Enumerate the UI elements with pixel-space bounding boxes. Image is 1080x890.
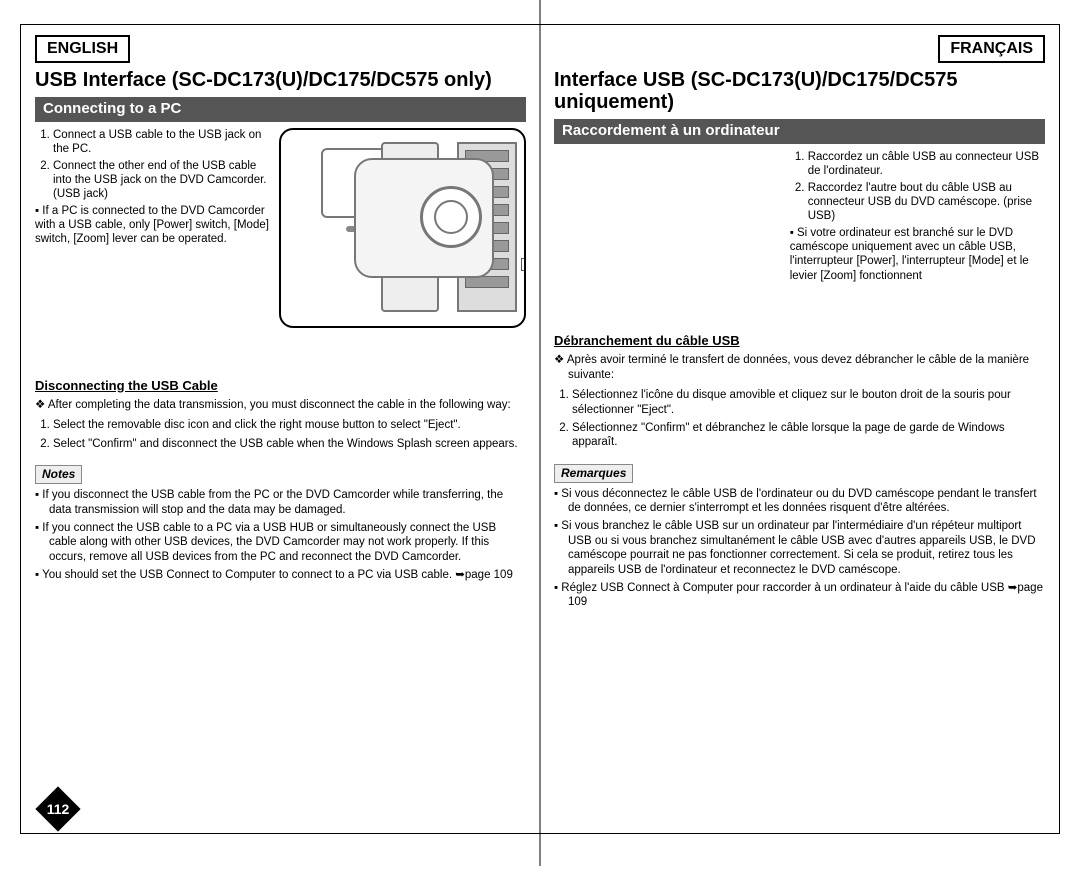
step-2-en: Connect the other end of the USB cable i… — [53, 159, 271, 202]
disc-step2-en: Select "Confirm" and disconnect the USB … — [53, 437, 526, 451]
page-number: 112 — [35, 801, 81, 819]
page-number-badge: 112 — [35, 793, 81, 825]
note3-fr: Réglez USB Connect à Computer pour racco… — [568, 581, 1045, 610]
step-2-fr: Raccordez l'autre bout du câble USB au c… — [808, 181, 1045, 224]
section-bar-fr: Raccordement à un ordinateur — [554, 119, 1045, 144]
note1-fr: Si vous déconnectez le câble USB de l'or… — [568, 487, 1045, 516]
step-1-en: Connect a USB cable to the USB jack on t… — [53, 128, 271, 157]
right-column: FRANÇAIS Interface USB (SC-DC173(U)/DC17… — [540, 25, 1059, 833]
disc-step1-fr: Sélectionnez l'icône du disque amovible … — [572, 388, 1045, 417]
connection-diagram: USB — [279, 128, 526, 328]
note1-en: If you disconnect the USB cable from the… — [49, 488, 526, 517]
usb-label: USB — [521, 258, 526, 271]
left-column: ENGLISH USB Interface (SC-DC173(U)/DC175… — [21, 25, 540, 833]
lang-badge-fr: FRANÇAIS — [938, 35, 1045, 63]
note2-en: If you connect the USB cable to a PC via… — [49, 521, 526, 564]
chapter-title-fr: Interface USB (SC-DC173(U)/DC175/DC575 u… — [554, 69, 1045, 113]
subhead-fr: Débranchement du câble USB — [554, 333, 1045, 349]
manual-page: ENGLISH USB Interface (SC-DC173(U)/DC175… — [20, 24, 1060, 834]
disc-step2-fr: Sélectionnez "Confirm" et débranchez le … — [572, 421, 1045, 450]
section-bar-en: Connecting to a PC — [35, 97, 526, 122]
steps-fr: Raccordez un câble USB au connecteur USB… — [790, 150, 1045, 283]
substep-en: If a PC is connected to the DVD Camcorde… — [35, 204, 271, 247]
notes-label-fr: Remarques — [554, 464, 633, 483]
intro-en: After completing the data transmission, … — [49, 398, 526, 412]
notes-label-en: Notes — [35, 465, 82, 484]
chapter-title-en: USB Interface (SC-DC173(U)/DC175/DC575 o… — [35, 69, 526, 91]
substep-fr: Si votre ordinateur est branché sur le D… — [790, 226, 1045, 284]
intro-fr: Après avoir terminé le transfert de donn… — [568, 353, 1045, 382]
subhead-en: Disconnecting the USB Cable — [35, 378, 526, 394]
step-1-fr: Raccordez un câble USB au connecteur USB… — [808, 150, 1045, 179]
steps-en: Connect a USB cable to the USB jack on t… — [35, 128, 271, 328]
lang-badge-en: ENGLISH — [35, 35, 130, 63]
note2-fr: Si vous branchez le câble USB sur un ord… — [568, 519, 1045, 577]
disc-step1-en: Select the removable disc icon and click… — [53, 418, 526, 432]
note3-en: You should set the USB Connect to Comput… — [49, 568, 526, 582]
